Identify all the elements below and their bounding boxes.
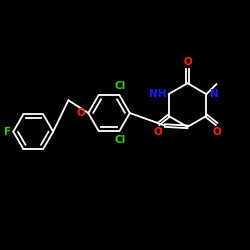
Text: N: N: [210, 88, 218, 99]
Text: O: O: [213, 127, 222, 137]
Text: NH: NH: [149, 88, 166, 99]
Text: F: F: [4, 127, 11, 137]
Text: Cl: Cl: [114, 81, 126, 91]
Text: O: O: [153, 127, 162, 137]
Text: O: O: [183, 57, 192, 67]
Text: O: O: [76, 108, 85, 118]
Text: Cl: Cl: [114, 135, 126, 145]
